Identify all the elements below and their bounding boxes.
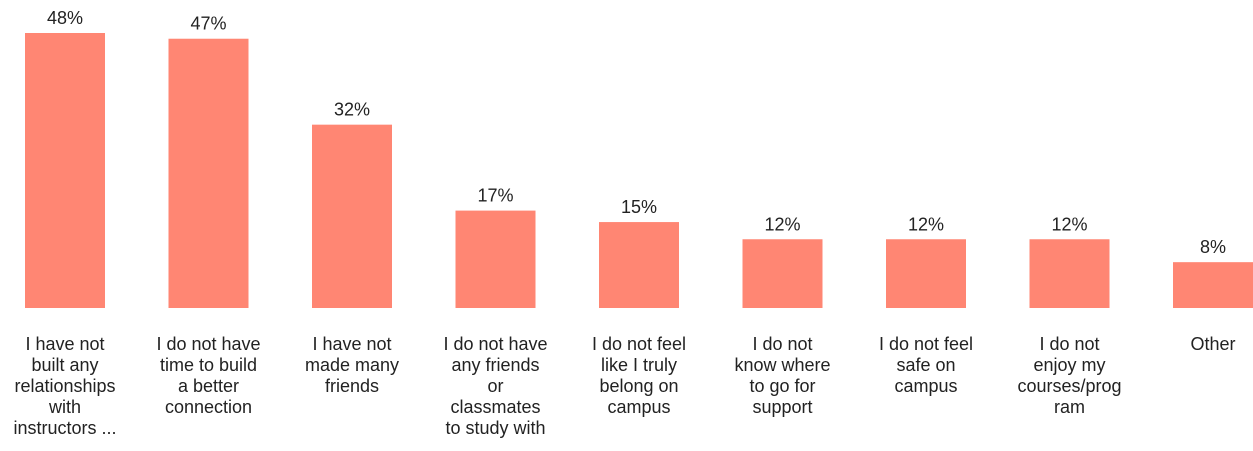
category-label-9: Other: [1143, 334, 1253, 355]
category-label-4: I do not have any friends or classmates to s…: [426, 334, 566, 439]
value-label-8: 12%: [1051, 214, 1087, 234]
value-label-2: 47%: [190, 14, 226, 34]
category-label-6: I do not know where to go for support: [713, 334, 853, 418]
category-label-line: I do not have: [443, 334, 548, 354]
category-label-line: ram: [1054, 397, 1085, 417]
bar-2: [168, 38, 249, 309]
category-label-line: Other: [1190, 334, 1236, 354]
bar-7: [886, 239, 966, 308]
category-label-line: friends: [324, 376, 380, 396]
category-label-line: I have not: [25, 334, 105, 354]
category-label-2: I do not have time to build a better connec…: [139, 334, 279, 418]
category-label-line: to study with: [445, 418, 546, 438]
category-label-line: time to build: [159, 355, 258, 375]
value-label-4: 17%: [477, 186, 513, 206]
category-label-line: know where: [734, 355, 831, 375]
category-label-line: safe on: [896, 355, 956, 375]
value-label-7: 12%: [908, 214, 944, 234]
value-label-5: 15%: [621, 197, 657, 217]
category-label-line: I do not have: [156, 334, 261, 354]
category-label-line: courses/prog: [1017, 376, 1122, 396]
category-label-7: I do not feel safe on campus: [856, 334, 996, 397]
category-label-line: like I truly: [600, 355, 678, 375]
bar-4: [455, 210, 536, 308]
value-label-6: 12%: [764, 214, 800, 234]
bars-group: [25, 33, 1253, 309]
category-label-line: to go for: [749, 376, 816, 396]
category-label-line: I do not: [752, 334, 813, 354]
category-label-8: I do not enjoy my courses/prog ram: [1000, 334, 1140, 418]
category-label-line: made many: [304, 355, 400, 375]
category-label-line: connection: [164, 397, 253, 417]
value-label-1: 48%: [47, 8, 83, 28]
category-label-line: belong on: [599, 376, 679, 396]
category-label-line: I do not feel: [591, 334, 687, 354]
category-label-line: I do not: [1039, 334, 1100, 354]
category-label-line: with: [48, 397, 81, 417]
bar-6: [742, 239, 823, 308]
category-label-line: or: [487, 376, 504, 396]
bar-5: [599, 222, 679, 308]
category-label-5: I do not feel like I truly belong on campus: [569, 334, 709, 418]
category-label-line: classmates: [450, 397, 541, 417]
value-label-3: 32%: [334, 100, 370, 120]
bar-1: [25, 33, 105, 308]
category-label-line: campus: [607, 397, 671, 417]
category-label-line: any friends: [451, 355, 540, 375]
value-labels-group: 48% 47% 32% 17% 15% 12% 12% 12% 8%: [47, 8, 1226, 257]
category-label-line: enjoy my: [1033, 355, 1106, 375]
category-label-line: a better: [177, 376, 240, 396]
bar-3: [312, 124, 392, 309]
category-label-line: instructors ...: [13, 418, 117, 438]
category-label-line: campus: [894, 376, 958, 396]
bar-8: [1029, 239, 1110, 308]
category-label-1: I have not built any relationships with inst…: [0, 334, 135, 439]
category-label-3: I have not made many friends: [282, 334, 422, 397]
category-label-line: relationships: [14, 376, 116, 396]
category-label-line: support: [752, 397, 813, 417]
bar-9: [1173, 262, 1253, 308]
category-label-line: I have not: [312, 334, 392, 354]
value-label-9: 8%: [1200, 237, 1226, 257]
category-label-line: built any: [31, 355, 99, 375]
category-label-line: I do not feel: [878, 334, 974, 354]
